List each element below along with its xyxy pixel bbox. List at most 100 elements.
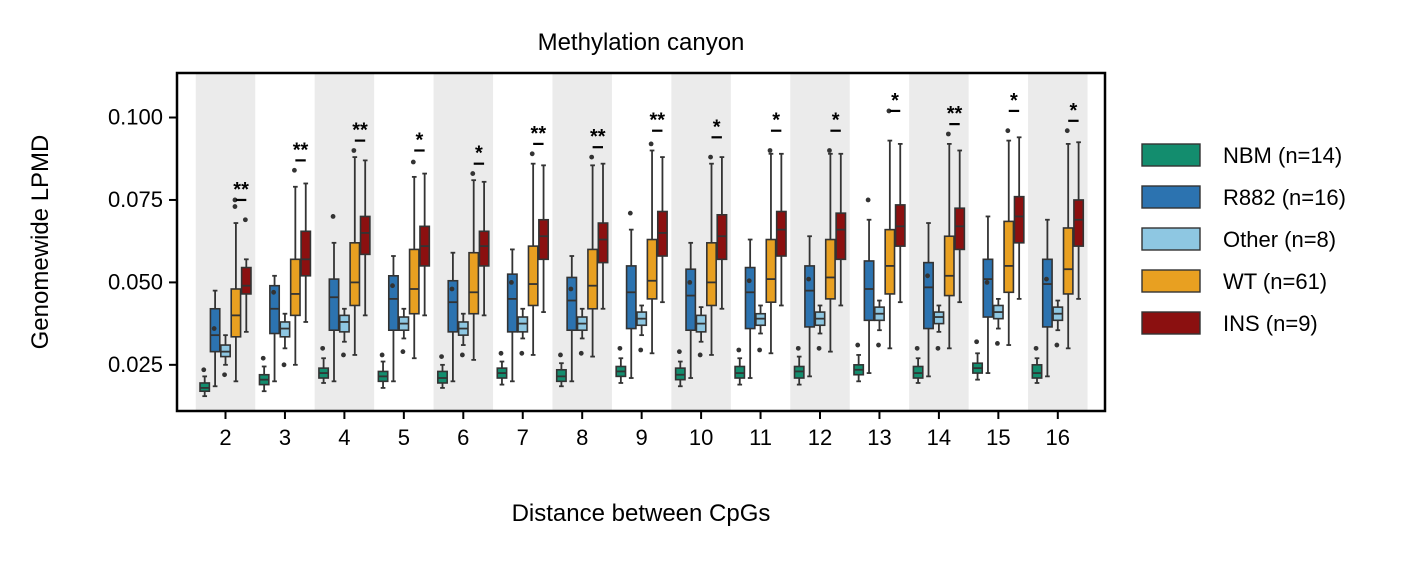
- outlier-point: [271, 289, 277, 295]
- significance-label-3: **: [293, 139, 309, 161]
- x-tick-label: 4: [338, 425, 350, 450]
- box-4-series-2: [338, 307, 350, 358]
- outlier-point: [617, 345, 623, 351]
- box-15-series-1: [982, 215, 994, 374]
- box-9-series-4: [656, 156, 668, 304]
- outlier-point: [242, 217, 248, 223]
- outlier-point: [459, 352, 465, 358]
- box-6-series-4: [478, 180, 490, 317]
- box-body: [300, 230, 312, 277]
- outlier-point: [876, 342, 881, 348]
- outlier-point: [379, 352, 385, 358]
- significance-layer: ****** **** **** * * ***** *: [233, 90, 1079, 202]
- box-15-series-0: [972, 339, 984, 381]
- x-tick-label: 7: [517, 425, 529, 450]
- box-12-series-2: [814, 304, 826, 351]
- box-5-series-2: [398, 307, 410, 355]
- x-axis: 2 3 4 5 6 7 8 9 10 11 12 13 14 15 16: [219, 411, 1070, 450]
- y-tick-label: 0.050: [108, 269, 163, 294]
- outlier-point: [578, 350, 584, 356]
- outlier-point: [1054, 342, 1060, 348]
- box-14-series-1: [923, 222, 934, 378]
- box-body: [240, 266, 252, 295]
- box-body: [954, 207, 966, 251]
- box-11-series-3: [765, 148, 777, 355]
- box-body: [408, 248, 420, 315]
- significance-label-6: *: [475, 143, 483, 165]
- legend-item: INS (n=9): [1141, 311, 1318, 336]
- box-16-series-3: [1062, 128, 1074, 350]
- box-15-series-3: [1003, 128, 1015, 346]
- box-12-series-4: [835, 152, 847, 307]
- outlier-point: [925, 273, 930, 279]
- legend-label: R882 (n=16): [1223, 185, 1346, 210]
- box-body: [1003, 220, 1015, 294]
- box-8-series-1: [566, 255, 578, 383]
- outlier-point: [935, 345, 941, 351]
- box-body: [685, 268, 697, 332]
- outlier-point: [201, 367, 207, 373]
- box-7-series-4: [538, 164, 550, 313]
- box-8-series-0: [555, 352, 567, 388]
- box-6-series-2: [457, 312, 469, 358]
- significance-label-8: **: [590, 126, 606, 148]
- outlier-point: [767, 148, 773, 153]
- x-tick-label: 6: [457, 425, 469, 450]
- box-body: [706, 242, 717, 307]
- outlier-point: [519, 350, 525, 356]
- legend-item: R882 (n=16): [1141, 185, 1346, 210]
- outlier-point: [211, 326, 217, 331]
- box-9-series-1: [625, 210, 637, 379]
- box-body: [775, 210, 787, 257]
- outlier-point: [945, 131, 951, 137]
- x-axis-label: Distance between CpGs: [512, 500, 771, 527]
- box-body: [289, 258, 301, 317]
- outlier-point: [806, 276, 812, 282]
- box-9-series-3: [646, 141, 658, 355]
- box-2-series-0: [199, 367, 211, 398]
- box-5-series-1: [387, 255, 399, 383]
- box-12-series-1: [804, 235, 816, 378]
- x-tick-label: 14: [927, 425, 951, 450]
- box-body: [447, 279, 459, 333]
- outlier-point: [400, 349, 406, 355]
- outlier-point: [222, 372, 227, 378]
- outlier-point: [509, 279, 514, 285]
- box-14-series-3: [943, 131, 955, 350]
- box-14-series-0: [912, 345, 924, 384]
- outlier-point: [974, 339, 980, 345]
- box-10-series-1: [685, 241, 697, 379]
- box-2-series-4: [240, 217, 252, 333]
- x-tick-label: 11: [749, 425, 772, 450]
- box-3-series-0: [258, 355, 270, 393]
- outlier-point: [439, 354, 444, 359]
- outlier-point: [676, 349, 682, 355]
- x-tick-label: 16: [1046, 425, 1070, 450]
- box-3-series-3: [289, 167, 301, 366]
- box-body: [230, 288, 242, 338]
- box-body: [587, 248, 599, 310]
- outlier-point: [827, 148, 832, 153]
- box-15-series-2: [992, 297, 1004, 346]
- box-body: [538, 218, 550, 261]
- box-3-series-1: [269, 274, 281, 383]
- box-7-series-3: [527, 151, 539, 356]
- outlier-point: [697, 352, 703, 358]
- outlier-point: [708, 154, 713, 160]
- outlier-point: [232, 197, 238, 203]
- outlier-point: [638, 347, 644, 353]
- outlier-point: [320, 345, 326, 351]
- outlier-point: [757, 347, 763, 353]
- significance-label-2: **: [233, 179, 249, 201]
- outlier-point: [795, 345, 801, 351]
- outlier-point: [232, 204, 238, 209]
- significance-label-10: *: [713, 116, 721, 138]
- outlier-point: [865, 197, 871, 203]
- x-tick-label: 5: [398, 425, 410, 450]
- outlier-point: [687, 279, 693, 285]
- outlier-point: [984, 279, 990, 285]
- box-body: [338, 314, 350, 333]
- box-body: [804, 265, 816, 328]
- box-body: [884, 228, 896, 295]
- x-tick-label: 15: [986, 425, 1010, 450]
